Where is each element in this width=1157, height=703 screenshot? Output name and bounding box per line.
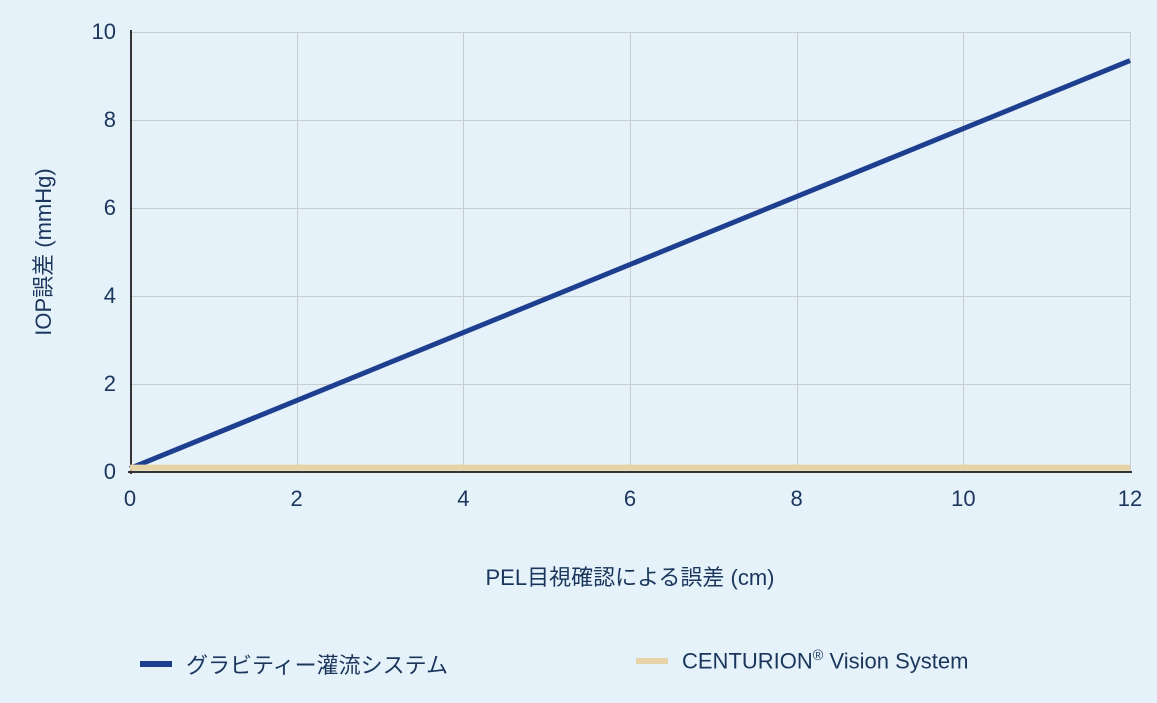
y-tick-label: 8: [82, 107, 116, 133]
series-lines: [130, 32, 1130, 472]
legend-label: CENTURION® Vision System: [682, 648, 968, 674]
y-tick-label: 2: [82, 371, 116, 397]
y-axis-title: IOP誤差 (mmHg): [26, 168, 58, 335]
x-tick-label: 6: [624, 486, 636, 512]
x-tick-label: 0: [124, 486, 136, 512]
legend-item-gravity: グラビティー灌流システム: [140, 648, 448, 680]
legend-item-centurion: CENTURION® Vision System: [636, 648, 968, 674]
x-tick-label: 12: [1118, 486, 1142, 512]
legend-label: グラビティー灌流システム: [186, 648, 448, 680]
x-tick-label: 10: [951, 486, 975, 512]
legend-swatch: [636, 658, 668, 664]
x-axis-title: PEL目視確認による誤差 (cm): [485, 560, 774, 592]
legend-swatch: [140, 661, 172, 667]
x-tick-label: 4: [457, 486, 469, 512]
y-tick-label: 10: [82, 19, 116, 45]
x-tick-label: 8: [791, 486, 803, 512]
gridline-vertical: [1130, 32, 1131, 472]
y-tick-label: 0: [82, 459, 116, 485]
plot-area: [130, 32, 1130, 472]
y-tick-label: 6: [82, 195, 116, 221]
y-tick-label: 4: [82, 283, 116, 309]
x-tick-label: 2: [291, 486, 303, 512]
series-gravity: [130, 61, 1130, 469]
